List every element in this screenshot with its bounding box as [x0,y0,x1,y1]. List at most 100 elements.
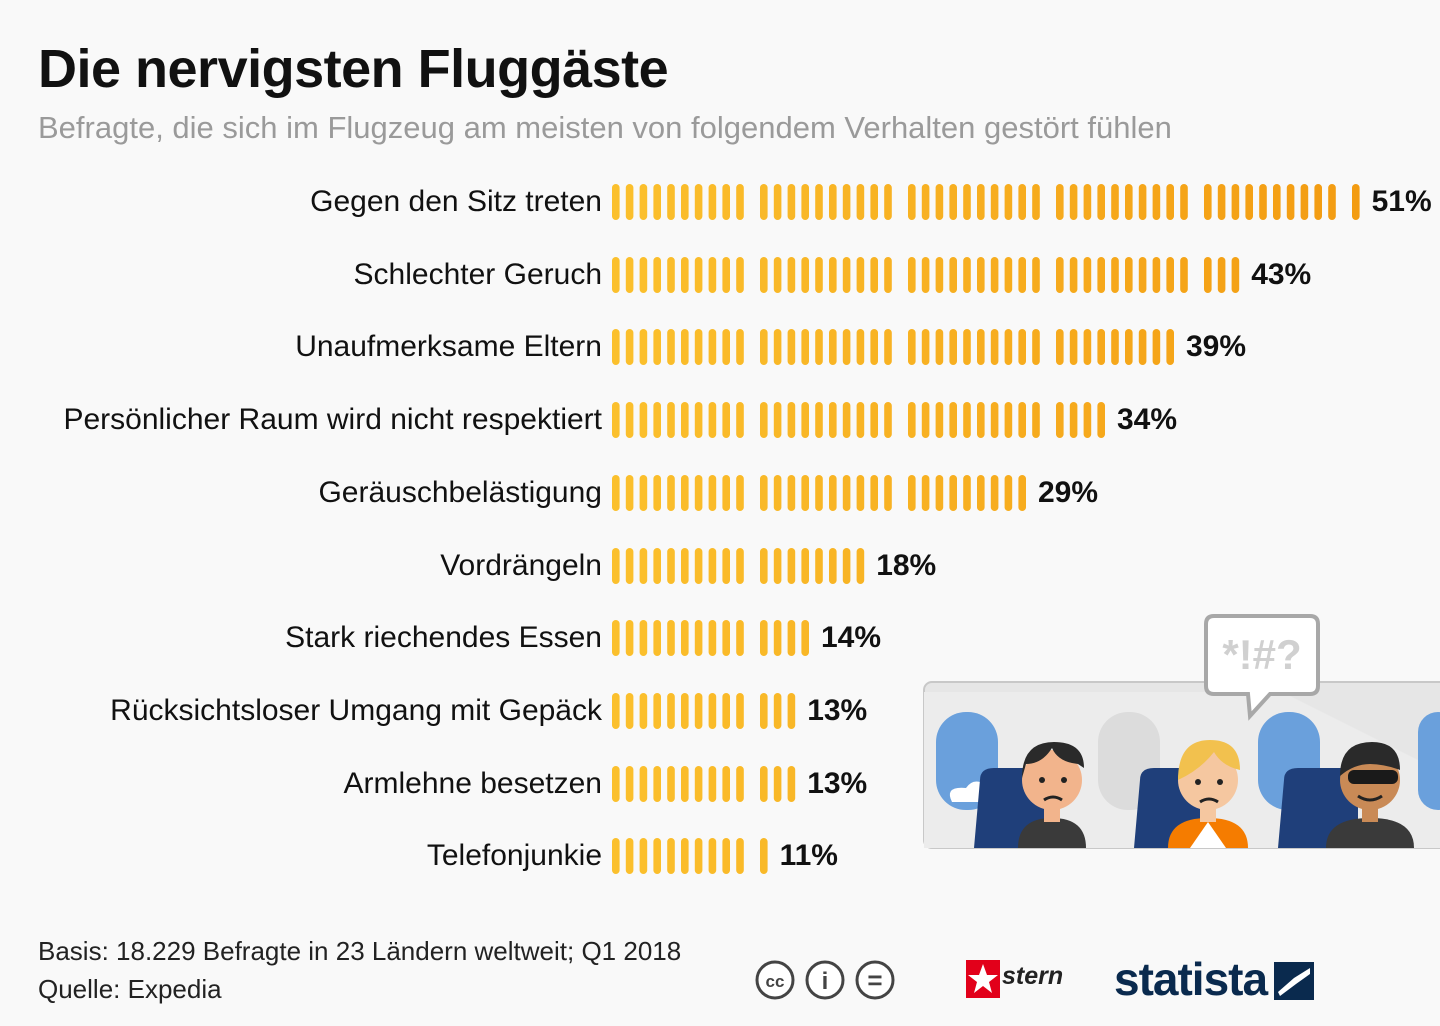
bar-segment [963,184,971,220]
bar-segment [1180,184,1188,220]
bar-segment [667,692,675,729]
bar-segment [842,547,851,584]
bar-segment [722,547,730,584]
bar-segment [990,402,999,439]
bar-segment [1125,184,1133,220]
bar-segment [977,184,985,220]
bar-segment [1111,329,1119,366]
bar-segment [681,402,689,439]
bar-row: Gegen den Sitz treten 51% [0,182,1440,222]
bar-segment [963,256,971,293]
bar-segment [1069,329,1078,366]
bar-segment [681,474,689,511]
bar-segment [908,474,916,511]
bar-segment [787,620,796,657]
bar-segment [722,620,730,657]
bar-segment [681,329,689,366]
bar-segment [842,184,851,220]
bar-pictogram [612,402,1105,439]
bar-segment [801,620,809,657]
bar-segment [856,184,865,220]
value-label: 43% [1251,257,1312,291]
bar-segment [1083,329,1092,366]
bar-segment [935,256,944,293]
bar-segment [639,474,648,511]
by-symbol: i [822,968,829,995]
bar-segment [1328,184,1336,220]
bar-segment [625,402,634,439]
bar-segment [612,620,620,657]
creative-commons-icons[interactable]: cc i = [754,958,900,1004]
bar-segment [1111,256,1119,293]
category-label: Unaufmerksame Eltern [295,330,602,364]
bar-segment [1138,256,1147,293]
bar-segment [653,184,661,220]
bar-segment [921,256,930,293]
statista-logo[interactable]: statista [1114,952,1324,1008]
bar-segment [949,329,957,366]
category-label: Rücksichtsloser Umgang mit Gepäck [110,693,602,727]
bar-segment [736,765,744,802]
bar-segment [935,474,944,511]
bar-segment [708,256,717,293]
bar-pictogram [612,620,809,657]
bar-segment [842,402,851,439]
cc-icon[interactable]: cc [755,960,795,1000]
bar-segment [801,547,809,584]
bar-segment [773,620,782,657]
bar-segment [736,547,744,584]
bar-segment [1352,184,1360,220]
value-label: 13% [807,766,868,800]
bar-segment [949,256,957,293]
bar-segment [625,620,634,657]
bar-segment [681,765,689,802]
bar-segment [708,402,717,439]
bar-row: Schlechter Geruch 43% [0,255,1440,295]
bar-segment [829,402,837,439]
bar-segment [667,547,675,584]
bar-segment [1273,184,1281,220]
bar-segment [935,184,944,220]
bar-segment [1056,184,1064,220]
bar-segment [667,402,675,439]
bar-segment [787,765,796,802]
bar-segment [736,692,744,729]
bar [612,838,1322,875]
bar-segment [1097,184,1105,220]
bar-segment [708,620,717,657]
category-label: Gegen den Sitz treten [310,185,602,218]
by-icon[interactable]: i [805,960,845,1000]
nd-icon[interactable]: = [855,960,895,1000]
bar-segment [722,402,730,439]
bar-segment [908,184,916,220]
bar-segment [977,402,985,439]
bar-segment [667,765,675,802]
bar-segment [1097,329,1105,366]
bar-segment [870,184,878,220]
bar-segment [884,184,892,220]
bar-segment [760,547,768,584]
bar-segment [815,402,823,439]
bar-segment [612,402,620,439]
bar-segment [787,474,796,511]
bar-segment [722,256,730,293]
bar-segment [908,402,916,439]
bar-segment [884,256,892,293]
bar [612,256,1322,293]
bar-segment [977,474,985,511]
bar [612,329,1322,366]
bar-segment [1245,184,1253,220]
bar-segment [990,329,999,366]
bar-segment [1152,329,1161,366]
bar-segment [639,692,648,729]
stern-logo[interactable]: stern [966,956,1086,1004]
bar-segment [787,547,796,584]
chart-title: Die nervigsten Fluggäste [38,39,669,99]
bar-segment [681,256,689,293]
bar-segment [667,620,675,657]
bar-segment [1004,474,1013,511]
bar-segment [1217,184,1226,220]
bar-segment [612,184,620,220]
bar-segment [773,692,782,729]
bar-segment [842,329,851,366]
